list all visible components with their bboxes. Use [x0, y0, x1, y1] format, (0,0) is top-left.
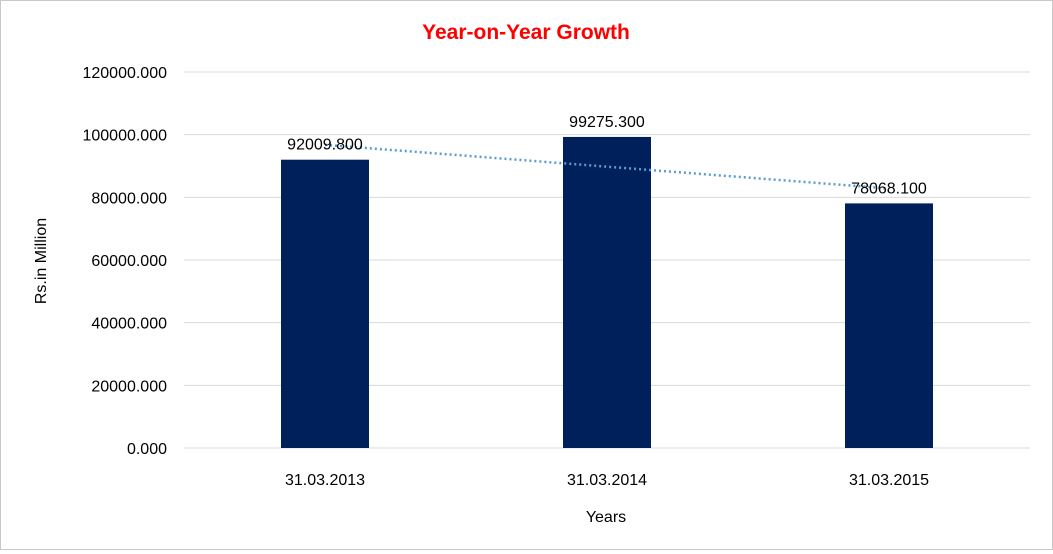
data-labels: 92009.800 99275.300 78068.100: [287, 114, 927, 197]
y-tick-label: 100000.000: [82, 128, 167, 145]
bar: [845, 203, 933, 448]
y-axis-ticks: 0.000 20000.000 40000.000 60000.000 80000.00…: [82, 65, 167, 458]
x-tick-label: 31.03.2013: [285, 472, 365, 489]
bar: [281, 159, 369, 448]
y-tick-label: 20000.000: [91, 378, 167, 395]
trendline: [324, 143, 890, 190]
chart-title: Year-on-Year Growth: [422, 21, 630, 44]
x-tick-label: 31.03.2014: [567, 472, 647, 489]
y-tick-label: 0.000: [127, 441, 167, 458]
x-axis-ticks: 31.03.2013 31.03.2014 31.03.2015: [285, 472, 929, 489]
x-tick-label: 31.03.2015: [849, 472, 929, 489]
y-tick-label: 60000.000: [91, 253, 167, 270]
bar: [563, 136, 651, 449]
data-label: 78068.100: [851, 180, 927, 197]
data-label: 92009.800: [287, 137, 363, 154]
y-axis-title: Rs.in Million: [33, 218, 50, 304]
y-tick-label: 80000.000: [91, 190, 167, 207]
trendline-layer: [324, 143, 890, 190]
y-tick-label: 120000.000: [82, 65, 167, 82]
y-tick-label: 40000.000: [91, 316, 167, 333]
bars: [281, 136, 933, 449]
x-axis-title: Years: [586, 509, 626, 526]
data-label: 99275.300: [569, 114, 645, 131]
